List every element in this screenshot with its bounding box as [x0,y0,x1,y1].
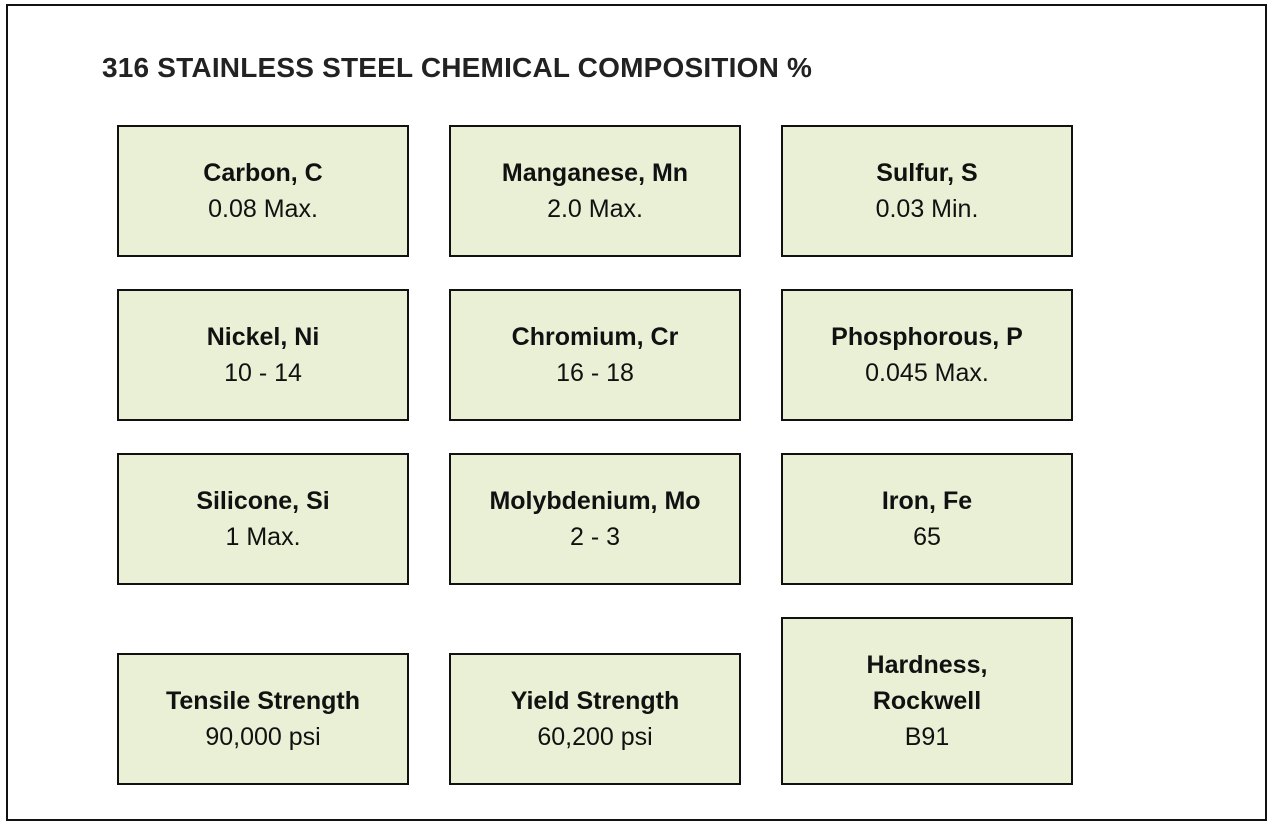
card-sulfur: Sulfur, S 0.03 Min. [781,125,1073,257]
card-yield-strength: Yield Strength 60,200 psi [449,653,741,785]
card-value: B91 [904,723,950,751]
card-value: 0.08 Max. [208,195,318,223]
card-label: Yield Strength [510,687,680,715]
card-value: 65 [913,523,941,551]
card-label: Phosphorous, P [831,323,1023,351]
card-nickel: Nickel, Ni 10 - 14 [117,289,409,421]
card-value: 0.045 Max. [865,359,989,387]
card-label: Silicone, Si [196,487,330,515]
card-value: 90,000 psi [205,723,321,751]
card-label: Manganese, Mn [501,159,689,187]
card-phosphorous: Phosphorous, P 0.045 Max. [781,289,1073,421]
card-manganese: Manganese, Mn 2.0 Max. [449,125,741,257]
card-value: 10 - 14 [224,359,302,387]
card-label: Hardness, Rockwell [866,651,988,715]
card-label: Chromium, Cr [511,323,679,351]
card-molybdenium: Molybdenium, Mo 2 - 3 [449,453,741,585]
card-label: Sulfur, S [876,159,978,187]
card-value: 60,200 psi [537,723,653,751]
card-label: Molybdenium, Mo [489,487,701,515]
card-iron: Iron, Fe 65 [781,453,1073,585]
card-value: 2.0 Max. [547,195,643,223]
card-silicone: Silicone, Si 1 Max. [117,453,409,585]
card-label: Iron, Fe [881,487,973,515]
card-label: Nickel, Ni [206,323,320,351]
card-hardness: Hardness, Rockwell B91 [781,617,1073,785]
card-chromium: Chromium, Cr 16 - 18 [449,289,741,421]
card-value: 0.03 Min. [875,195,979,223]
diagram-frame [6,4,1267,821]
card-tensile-strength: Tensile Strength 90,000 psi [117,653,409,785]
page-title: 316 STAINLESS STEEL CHEMICAL COMPOSITION… [102,52,813,83]
card-label: Carbon, C [203,159,323,187]
card-carbon: Carbon, C 0.08 Max. [117,125,409,257]
card-label: Tensile Strength [165,687,360,715]
card-value: 2 - 3 [569,523,621,551]
card-value: 1 Max. [225,523,301,551]
card-value: 16 - 18 [556,359,634,387]
